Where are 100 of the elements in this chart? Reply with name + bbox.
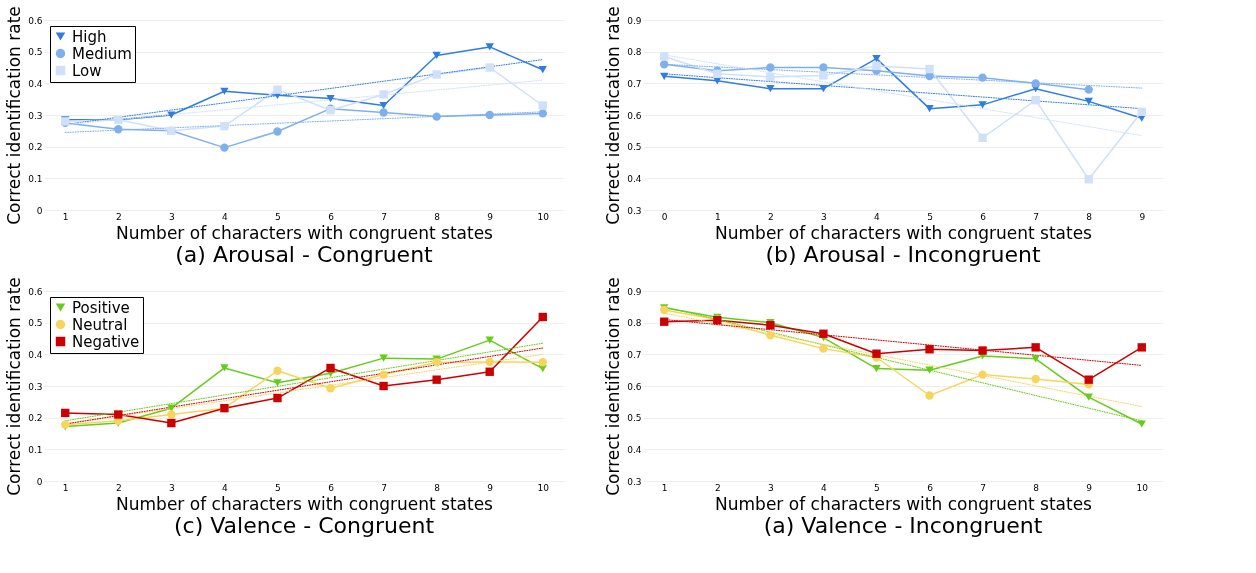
point bbox=[978, 133, 987, 142]
text: (a) Valence - Incongruent bbox=[763, 513, 1043, 538]
point bbox=[660, 317, 669, 326]
x-tick-label: 6 bbox=[927, 482, 934, 493]
y-tick-label: 0.7 bbox=[627, 78, 642, 89]
legend-label: Negative bbox=[72, 332, 140, 351]
y-tick-label: 0.8 bbox=[627, 318, 642, 329]
point bbox=[766, 331, 775, 340]
legend-label: High bbox=[72, 27, 107, 46]
point bbox=[978, 346, 987, 355]
x-tick-label: 9 bbox=[487, 482, 494, 493]
point bbox=[326, 94, 335, 103]
point bbox=[432, 375, 441, 384]
x-tick-label: 5 bbox=[275, 211, 281, 222]
y-tick-label: 0.5 bbox=[627, 142, 642, 153]
x-tick-label: 1 bbox=[714, 211, 721, 222]
x-tick-label: 3 bbox=[767, 482, 774, 493]
y-tick-label: 0.6 bbox=[28, 286, 43, 297]
x-tick-label: 8 bbox=[434, 482, 441, 493]
x-tick-label: 1 bbox=[62, 211, 69, 222]
point bbox=[220, 121, 229, 131]
point bbox=[660, 60, 669, 69]
point bbox=[819, 329, 828, 338]
point bbox=[326, 384, 335, 393]
point bbox=[872, 349, 881, 358]
legend-label: Medium bbox=[72, 44, 132, 63]
point bbox=[1084, 375, 1093, 384]
point bbox=[273, 379, 282, 387]
x-tick-label: 1 bbox=[62, 482, 69, 493]
point bbox=[872, 364, 881, 373]
y-tick-label: 0.2 bbox=[28, 142, 43, 153]
point bbox=[220, 87, 229, 95]
point bbox=[1137, 343, 1146, 352]
x-tick-label: 7 bbox=[381, 211, 387, 222]
x-tick-label: 3 bbox=[821, 211, 827, 222]
y-tick-label: 0.5 bbox=[28, 318, 43, 329]
point bbox=[1137, 420, 1146, 428]
point bbox=[766, 72, 775, 82]
point bbox=[273, 366, 282, 375]
point bbox=[538, 358, 547, 367]
x-tick-label: 4 bbox=[874, 211, 881, 222]
point bbox=[925, 345, 934, 354]
x-tick-label: 8 bbox=[1086, 211, 1093, 222]
point bbox=[1031, 79, 1040, 88]
point bbox=[1137, 107, 1146, 117]
point bbox=[432, 112, 441, 121]
point bbox=[978, 370, 987, 379]
point bbox=[1031, 95, 1040, 105]
point bbox=[273, 85, 282, 94]
point bbox=[379, 108, 388, 117]
point bbox=[925, 366, 934, 374]
x-axis-title: Number of characters with congruent states bbox=[715, 493, 1093, 514]
point bbox=[485, 43, 494, 51]
point bbox=[167, 111, 176, 119]
y-tick-label: 0.6 bbox=[627, 110, 642, 121]
point bbox=[220, 364, 229, 372]
x-tick-label: 4 bbox=[222, 211, 229, 222]
text: (b) Arousal - Incongruent bbox=[765, 242, 1041, 267]
text: (a) Arousal - Congruent bbox=[175, 242, 434, 267]
point bbox=[1084, 175, 1093, 184]
x-tick-label: 4 bbox=[821, 482, 828, 493]
x-tick-label: 2 bbox=[115, 482, 122, 493]
point bbox=[273, 127, 282, 136]
x-tick-label: 8 bbox=[434, 211, 441, 222]
y-axis-title: Correct identification rate bbox=[4, 6, 25, 225]
x-tick-label: 5 bbox=[874, 482, 880, 493]
point bbox=[432, 51, 441, 60]
y-tick-label: 0.6 bbox=[28, 15, 43, 26]
y-tick-label: 0.9 bbox=[627, 15, 642, 26]
x-tick-label: 2 bbox=[115, 211, 122, 222]
point bbox=[1084, 393, 1093, 401]
point bbox=[819, 63, 828, 72]
point bbox=[925, 64, 934, 74]
x-tick-label: 4 bbox=[222, 482, 229, 493]
point bbox=[1084, 85, 1093, 94]
x-tick-label: 2 bbox=[714, 482, 721, 493]
x-tick-label: 10 bbox=[537, 211, 550, 222]
point bbox=[326, 363, 335, 373]
y-tick-label: 0.2 bbox=[28, 413, 43, 424]
y-tick-label: 0.3 bbox=[28, 381, 43, 392]
point bbox=[432, 358, 441, 367]
point bbox=[660, 52, 669, 61]
point bbox=[61, 408, 70, 418]
point bbox=[819, 85, 828, 93]
point bbox=[114, 125, 123, 134]
x-axis-title: Number of characters with congruent states bbox=[715, 222, 1093, 243]
x-tick-label: 6 bbox=[328, 211, 335, 222]
point bbox=[379, 90, 388, 99]
point bbox=[978, 73, 987, 82]
x-tick-label: 5 bbox=[927, 211, 933, 222]
y-tick-label: 0.4 bbox=[28, 78, 43, 89]
point bbox=[273, 393, 282, 403]
y-tick-label: 0.6 bbox=[627, 381, 642, 392]
y-tick-label: 0.7 bbox=[627, 349, 642, 360]
x-tick-label: 9 bbox=[1086, 482, 1093, 493]
x-tick-label: 7 bbox=[1033, 211, 1040, 222]
point bbox=[1031, 374, 1040, 384]
x-tick-label: 10 bbox=[537, 482, 550, 493]
point bbox=[167, 410, 176, 419]
point bbox=[220, 143, 229, 152]
